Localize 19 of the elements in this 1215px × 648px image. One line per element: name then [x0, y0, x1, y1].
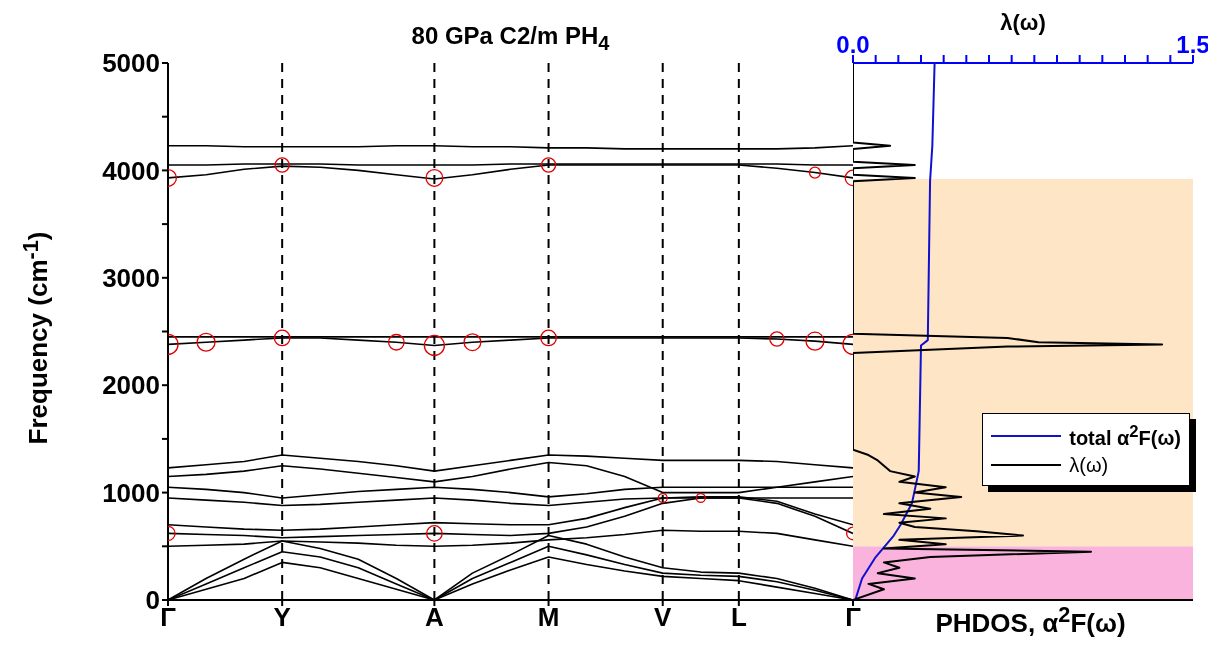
x-axis-title: PHDOS, α$^{2}$F(ω): [935, 602, 1126, 638]
y-tick-label: 2000: [102, 370, 160, 401]
x2-axis-title: λ(ω): [1000, 10, 1046, 35]
x-tick-label: V: [654, 602, 673, 633]
x-tick-label: Γ: [160, 602, 177, 633]
y-tick-label: 4000: [102, 155, 160, 186]
chart-title: 80 GPa C2/m PH$_{4}$: [411, 22, 610, 54]
x-tick-label: Γ: [845, 602, 862, 633]
legend-label: λ(ω): [1069, 453, 1109, 477]
y-tick-label: 5000: [102, 48, 160, 79]
legend-label: total α$^{2}$F(ω): [1069, 422, 1181, 450]
x2-tick-label: 0.0: [836, 31, 870, 58]
x-tick-label: A: [425, 602, 444, 633]
x-tick-label: L: [730, 602, 747, 633]
x-tick-label: M: [537, 602, 560, 633]
y-tick-label: 1000: [102, 477, 160, 508]
y-tick-label: 3000: [102, 263, 160, 294]
y-tick-label: 0: [145, 585, 160, 616]
x-tick-label: Y: [273, 602, 291, 633]
